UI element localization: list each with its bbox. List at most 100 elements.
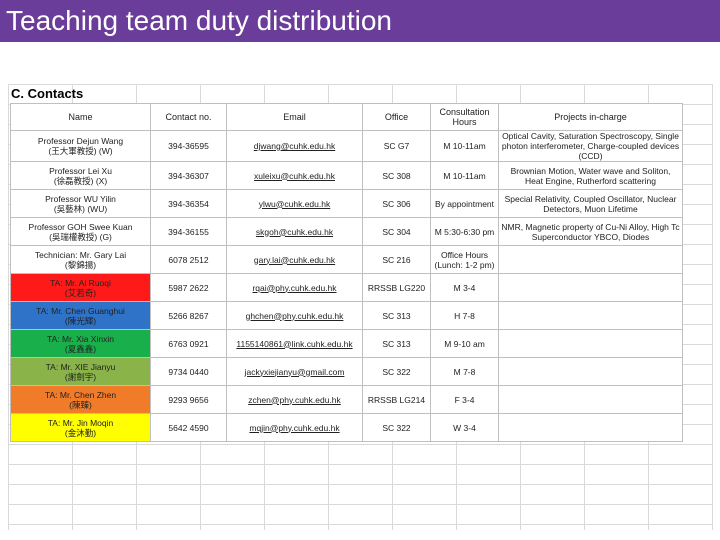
projects-cell: [498, 413, 683, 442]
slide-title: Teaching team duty distribution: [6, 5, 392, 36]
projects-cell: [498, 245, 683, 274]
name-cell: TA: Mr. Chen Guanghui (陳光輝): [10, 301, 151, 330]
contact-cell: 394-36307: [150, 161, 227, 190]
hours-cell: By appointment: [430, 189, 499, 218]
email-link[interactable]: djwang@cuhk.edu.hk: [226, 130, 363, 162]
contact-cell: 9293 9656: [150, 385, 227, 414]
table-row: TA: Mr. Jin Moqin (金沐勤) 5642 4590 mqjin@p…: [10, 413, 683, 442]
email-link[interactable]: 1155140861@link.cuhk.edu.hk: [226, 329, 363, 358]
projects-cell: NMR, Magnetic property of Cu-Ni Alloy, H…: [498, 217, 683, 246]
name-chinese: (吳藝林) (WU): [53, 203, 108, 214]
office-cell: RRSSB LG214: [362, 385, 431, 414]
projects-cell: Special Relativity, Coupled Oscillator, …: [498, 189, 683, 218]
office-cell: SC 216: [362, 245, 431, 274]
office-cell: SC 304: [362, 217, 431, 246]
contact-cell: 6763 0921: [150, 329, 227, 358]
name-line: Professor Dejun Wang: [37, 136, 124, 146]
header-hours: Consultation Hours: [430, 103, 499, 131]
name-line: TA: Mr. Xia Xinxin: [47, 333, 114, 344]
name-line: TA: Mr. Chen Zhen: [44, 389, 117, 400]
office-cell: SC G7: [362, 130, 431, 162]
email-link[interactable]: jackyxiejianyu@gmail.com: [226, 357, 363, 386]
hours-cell: M 9-10 am: [430, 329, 499, 358]
contact-cell: 394-36595: [150, 130, 227, 162]
name-chinese: (吳瑞權教授) (G): [49, 231, 112, 242]
name-chinese: (夏鑫鑫): [64, 343, 97, 354]
contact-cell: 6078 2512: [150, 245, 227, 274]
projects-cell: Optical Cavity, Saturation Spectroscopy,…: [498, 130, 683, 162]
name-chinese: (艾若奇): [64, 287, 97, 298]
email-link[interactable]: skgoh@cuhk.edu.hk: [226, 217, 363, 246]
section-label: C. Contacts: [11, 86, 84, 101]
projects-cell: [498, 385, 683, 414]
name-line: Professor Lei Xu: [49, 165, 112, 176]
hours-cell: H 7-8: [430, 301, 499, 330]
office-cell: RRSSB LG220: [362, 273, 431, 302]
contact-cell: 5642 4590: [150, 413, 227, 442]
email-link[interactable]: xuleixu@cuhk.edu.hk: [226, 161, 363, 190]
office-cell: SC 313: [362, 301, 431, 330]
projects-cell: [498, 273, 683, 302]
header-office: Office: [362, 103, 431, 131]
hours-cell: F 3-4: [430, 385, 499, 414]
name-cell: TA: Mr. Xia Xinxin (夏鑫鑫): [10, 329, 151, 358]
name-cell: TA: Mr. Jin Moqin (金沐勤): [10, 413, 151, 442]
table-row: Professor Lei Xu (徐磊教授) (X) 394-36307 xul…: [10, 161, 683, 190]
name-chinese: (黎錦揚): [64, 259, 97, 270]
hours-cell: Office Hours (Lunch: 1-2 pm): [430, 245, 499, 274]
name-chinese: (王大軍教授) (W): [48, 146, 113, 156]
name-chinese: (陳臻): [69, 399, 92, 410]
table-row: TA: Mr. Ai Ruoqi (艾若奇) 5987 2622 rqai@phy…: [10, 273, 683, 302]
header-contact: Contact no.: [150, 103, 227, 131]
table-row: Professor WU Yilin (吳藝林) (WU) 394-36354 y…: [10, 189, 683, 218]
name-cell: Professor Dejun Wang (王大軍教授) (W): [10, 130, 151, 162]
header-email: Email: [226, 103, 363, 131]
table-row: TA: Mr. Xia Xinxin (夏鑫鑫) 6763 0921 115514…: [10, 329, 683, 358]
hours-cell: M 5:30-6:30 pm: [430, 217, 499, 246]
office-cell: SC 308: [362, 161, 431, 190]
email-link[interactable]: ghchen@phy.cuhk.edu.hk: [226, 301, 363, 330]
office-cell: SC 306: [362, 189, 431, 218]
table-row: Professor Dejun Wang (王大軍教授) (W) 394-3659…: [10, 130, 683, 162]
contact-cell: 394-36155: [150, 217, 227, 246]
email-link[interactable]: zchen@phy.cuhk.edu.hk: [226, 385, 363, 414]
contact-cell: 9734 0440: [150, 357, 227, 386]
contact-cell: 394-36354: [150, 189, 227, 218]
name-line: TA: Mr. Ai Ruoqi: [50, 277, 111, 288]
name-cell: Professor WU Yilin (吳藝林) (WU): [10, 189, 151, 218]
office-cell: SC 322: [362, 413, 431, 442]
table-row: Technician: Mr. Gary Lai (黎錦揚) 6078 2512 …: [10, 245, 683, 274]
email-link[interactable]: gary.lai@cuhk.edu.hk: [226, 245, 363, 274]
contact-cell: 5266 8267: [150, 301, 227, 330]
projects-cell: [498, 301, 683, 330]
name-chinese: (金沐勤): [64, 427, 97, 438]
projects-cell: [498, 329, 683, 358]
projects-cell: [498, 357, 683, 386]
table-row: TA: Mr. Chen Zhen (陳臻) 9293 9656 zchen@ph…: [10, 385, 683, 414]
header-name: Name: [10, 103, 151, 131]
hours-cell: M 3-4: [430, 273, 499, 302]
name-line: TA: Mr. Jin Moqin: [47, 417, 114, 428]
hours-cell: M 10-11am: [430, 161, 499, 190]
email-link[interactable]: ylwu@cuhk.edu.hk: [226, 189, 363, 218]
contact-cell: 5987 2622: [150, 273, 227, 302]
name-cell: TA: Mr. Ai Ruoqi (艾若奇): [10, 273, 151, 302]
name-cell: Technician: Mr. Gary Lai (黎錦揚): [10, 245, 151, 274]
email-link[interactable]: rqai@phy.cuhk.edu.hk: [226, 273, 363, 302]
name-cell: TA: Mr. XIE Jianyu (謝劍宇): [10, 357, 151, 386]
name-chinese: (謝劍宇): [64, 371, 97, 382]
name-cell: Professor GOH Swee Kuan (吳瑞權教授) (G): [10, 217, 151, 246]
office-cell: SC 322: [362, 357, 431, 386]
name-line: Professor WU Yilin: [45, 193, 116, 204]
name-line: Technician: Mr. Gary Lai: [34, 249, 127, 260]
projects-cell: Brownian Motion, Water wave and Soliton,…: [498, 161, 683, 190]
name-cell: TA: Mr. Chen Zhen (陳臻): [10, 385, 151, 414]
table-row: TA: Mr. Chen Guanghui (陳光輝) 5266 8267 ghc…: [10, 301, 683, 330]
name-line: TA: Mr. Chen Guanghui: [36, 305, 125, 316]
email-link[interactable]: mqjin@phy.cuhk.edu.hk: [226, 413, 363, 442]
name-chinese: (徐磊教授) (X): [53, 175, 108, 186]
hours-cell: M 7-8: [430, 357, 499, 386]
office-cell: SC 313: [362, 329, 431, 358]
hours-cell: W 3-4: [430, 413, 499, 442]
table-row: Professor GOH Swee Kuan (吳瑞權教授) (G) 394-3…: [10, 217, 683, 246]
